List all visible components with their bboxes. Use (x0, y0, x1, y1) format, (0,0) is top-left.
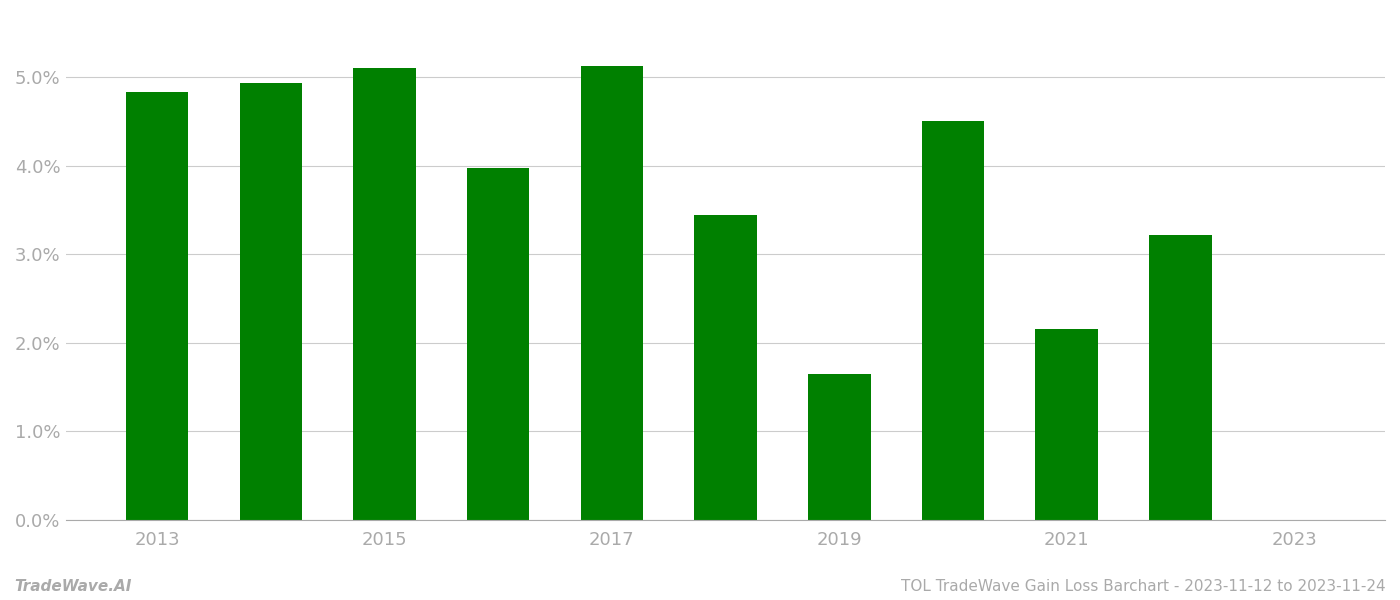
Bar (694, 215, 757, 520)
Text: TradeWave.AI: TradeWave.AI (14, 579, 132, 594)
Bar (353, 68, 416, 520)
Bar (1036, 329, 1098, 520)
Bar (239, 83, 302, 520)
Bar (921, 121, 984, 520)
Text: TOL TradeWave Gain Loss Barchart - 2023-11-12 to 2023-11-24: TOL TradeWave Gain Loss Barchart - 2023-… (902, 579, 1386, 594)
Bar (808, 374, 871, 520)
Bar (468, 168, 529, 520)
Bar (581, 67, 643, 520)
Bar (126, 92, 189, 520)
Bar (1149, 235, 1211, 520)
